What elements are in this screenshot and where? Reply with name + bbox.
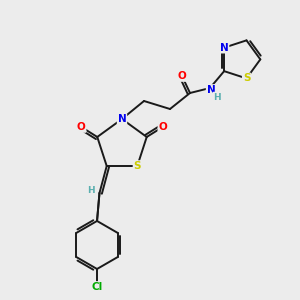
- Text: O: O: [158, 122, 167, 132]
- Text: N: N: [220, 43, 229, 52]
- Text: N: N: [207, 85, 215, 95]
- Text: H: H: [87, 186, 94, 195]
- Text: O: O: [77, 122, 85, 132]
- Text: N: N: [118, 114, 126, 124]
- Text: O: O: [178, 71, 186, 81]
- Text: Cl: Cl: [92, 282, 103, 292]
- Text: S: S: [134, 161, 141, 171]
- Text: S: S: [243, 74, 250, 83]
- Text: H: H: [213, 92, 221, 101]
